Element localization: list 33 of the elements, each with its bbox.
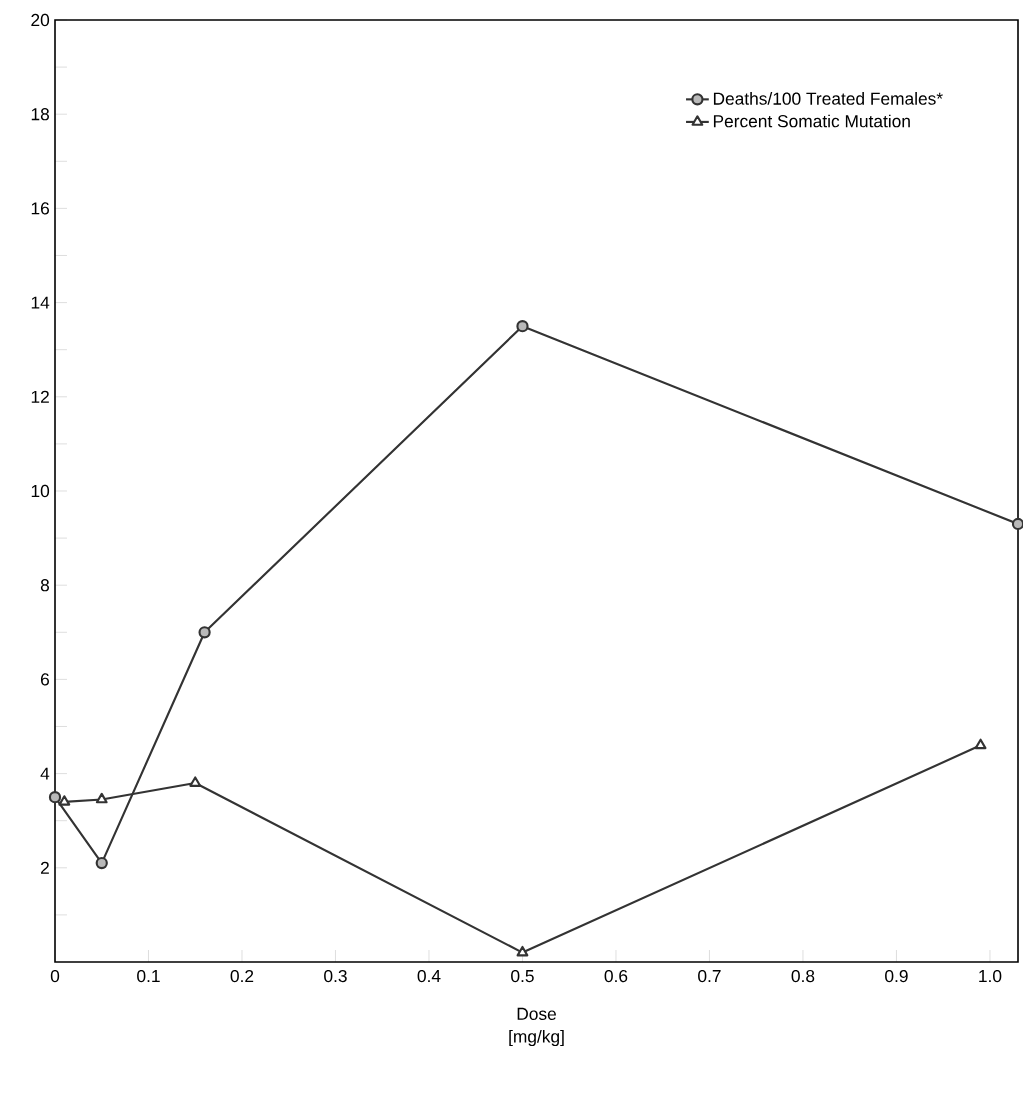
point: [974, 738, 987, 750]
x-tick-label: 0.4: [417, 969, 441, 983]
point: [189, 776, 202, 787]
point: [48, 791, 62, 804]
legend-label: Deaths/100 Treated Females*: [713, 92, 943, 105]
y-tick-label: 4: [40, 767, 50, 780]
y-tick-label: 20: [31, 13, 50, 27]
x-tick-label: 0.3: [324, 969, 347, 983]
y-tick-label: 10: [31, 484, 50, 498]
point: [516, 945, 529, 957]
x-axis-title: Dose [mg/kg]: [509, 1007, 564, 1047]
legend-label: Percent Somatic Mutation: [713, 114, 910, 128]
y-tick-label: 8: [40, 579, 49, 592]
x-tick-label: 0.8: [791, 969, 815, 983]
x-tick-label: 0.5: [511, 969, 534, 983]
x-tick-label: 0: [50, 969, 60, 983]
x-tick-label: 0.2: [230, 969, 254, 983]
point: [516, 320, 529, 333]
point: [95, 792, 108, 804]
y-tick-label: 12: [31, 390, 49, 403]
x-tick-label: 0.7: [698, 969, 721, 983]
x-tick-label: 0.9: [885, 969, 908, 983]
y-tick-label: 16: [31, 202, 49, 215]
point: [58, 795, 71, 806]
x-tick-label: 0.1: [137, 969, 160, 983]
y-tick-label: 6: [40, 673, 49, 686]
y-tick-label: 18: [31, 108, 49, 121]
x-tick-label: 0.6: [604, 969, 628, 983]
y-tick-label: 14: [31, 296, 50, 309]
x-tick-label: 1.0: [979, 969, 1002, 983]
point: [198, 626, 211, 639]
point: [95, 856, 108, 870]
y-tick-label: 2: [40, 861, 49, 874]
